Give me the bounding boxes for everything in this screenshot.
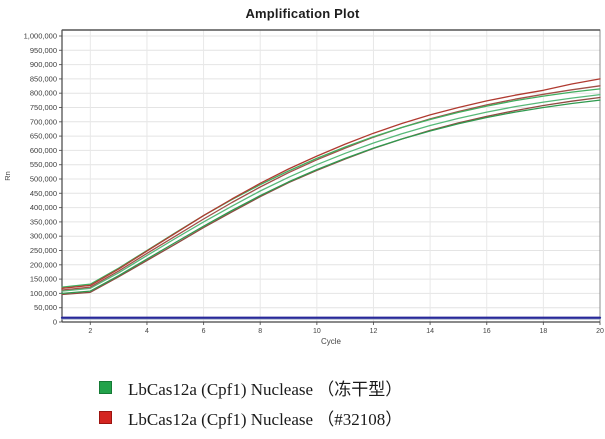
svg-text:450,000: 450,000 bbox=[30, 189, 57, 198]
svg-text:200,000: 200,000 bbox=[30, 260, 57, 269]
svg-text:400,000: 400,000 bbox=[30, 203, 57, 212]
svg-text:850,000: 850,000 bbox=[30, 74, 57, 83]
svg-text:8: 8 bbox=[258, 328, 262, 335]
chart-title: Amplification Plot bbox=[245, 6, 360, 21]
legend-label: LbCas12a (Cpf1) Nuclease （冻干型） bbox=[128, 379, 403, 399]
y-axis-label: Rn bbox=[3, 171, 12, 181]
svg-text:600,000: 600,000 bbox=[30, 146, 57, 155]
svg-text:6: 6 bbox=[202, 328, 206, 335]
svg-text:650,000: 650,000 bbox=[30, 132, 57, 141]
svg-text:4: 4 bbox=[145, 328, 149, 335]
svg-text:2: 2 bbox=[88, 328, 92, 335]
legend-label: LbCas12a (Cpf1) Nuclease （#32108） bbox=[128, 409, 403, 429]
svg-text:300,000: 300,000 bbox=[30, 232, 57, 241]
green-square-icon bbox=[99, 380, 112, 394]
svg-text:800,000: 800,000 bbox=[30, 89, 57, 98]
svg-text:150,000: 150,000 bbox=[30, 275, 57, 284]
svg-text:18: 18 bbox=[539, 328, 547, 335]
svg-text:100,000: 100,000 bbox=[30, 289, 57, 298]
svg-text:10: 10 bbox=[313, 328, 321, 335]
svg-text:20: 20 bbox=[596, 328, 604, 335]
svg-text:16: 16 bbox=[483, 328, 491, 335]
svg-text:1,000,000: 1,000,000 bbox=[24, 32, 57, 41]
svg-text:950,000: 950,000 bbox=[30, 46, 57, 55]
legend-item-32108: LbCas12a (Cpf1) Nuclease （#32108） bbox=[99, 407, 403, 429]
svg-text:500,000: 500,000 bbox=[30, 175, 57, 184]
x-axis-label: Cycle bbox=[321, 337, 342, 346]
svg-text:14: 14 bbox=[426, 328, 434, 335]
svg-text:12: 12 bbox=[370, 328, 378, 335]
chart-legend: LbCas12a (Cpf1) Nuclease （冻干型） LbCas12a … bbox=[99, 377, 403, 429]
svg-text:700,000: 700,000 bbox=[30, 117, 57, 126]
svg-text:750,000: 750,000 bbox=[30, 103, 57, 112]
svg-text:550,000: 550,000 bbox=[30, 160, 57, 169]
amplification-chart: 0 50,000 100,000 150,000 200,000 250,000 300,0… bbox=[3, 29, 604, 346]
legend-item-freeze-dried: LbCas12a (Cpf1) Nuclease （冻干型） bbox=[99, 377, 403, 399]
svg-text:350,000: 350,000 bbox=[30, 217, 57, 226]
svg-text:0: 0 bbox=[53, 318, 57, 327]
svg-text:250,000: 250,000 bbox=[30, 246, 57, 255]
red-square-icon bbox=[99, 410, 112, 424]
svg-text:900,000: 900,000 bbox=[30, 60, 57, 69]
svg-text:50,000: 50,000 bbox=[34, 303, 57, 312]
